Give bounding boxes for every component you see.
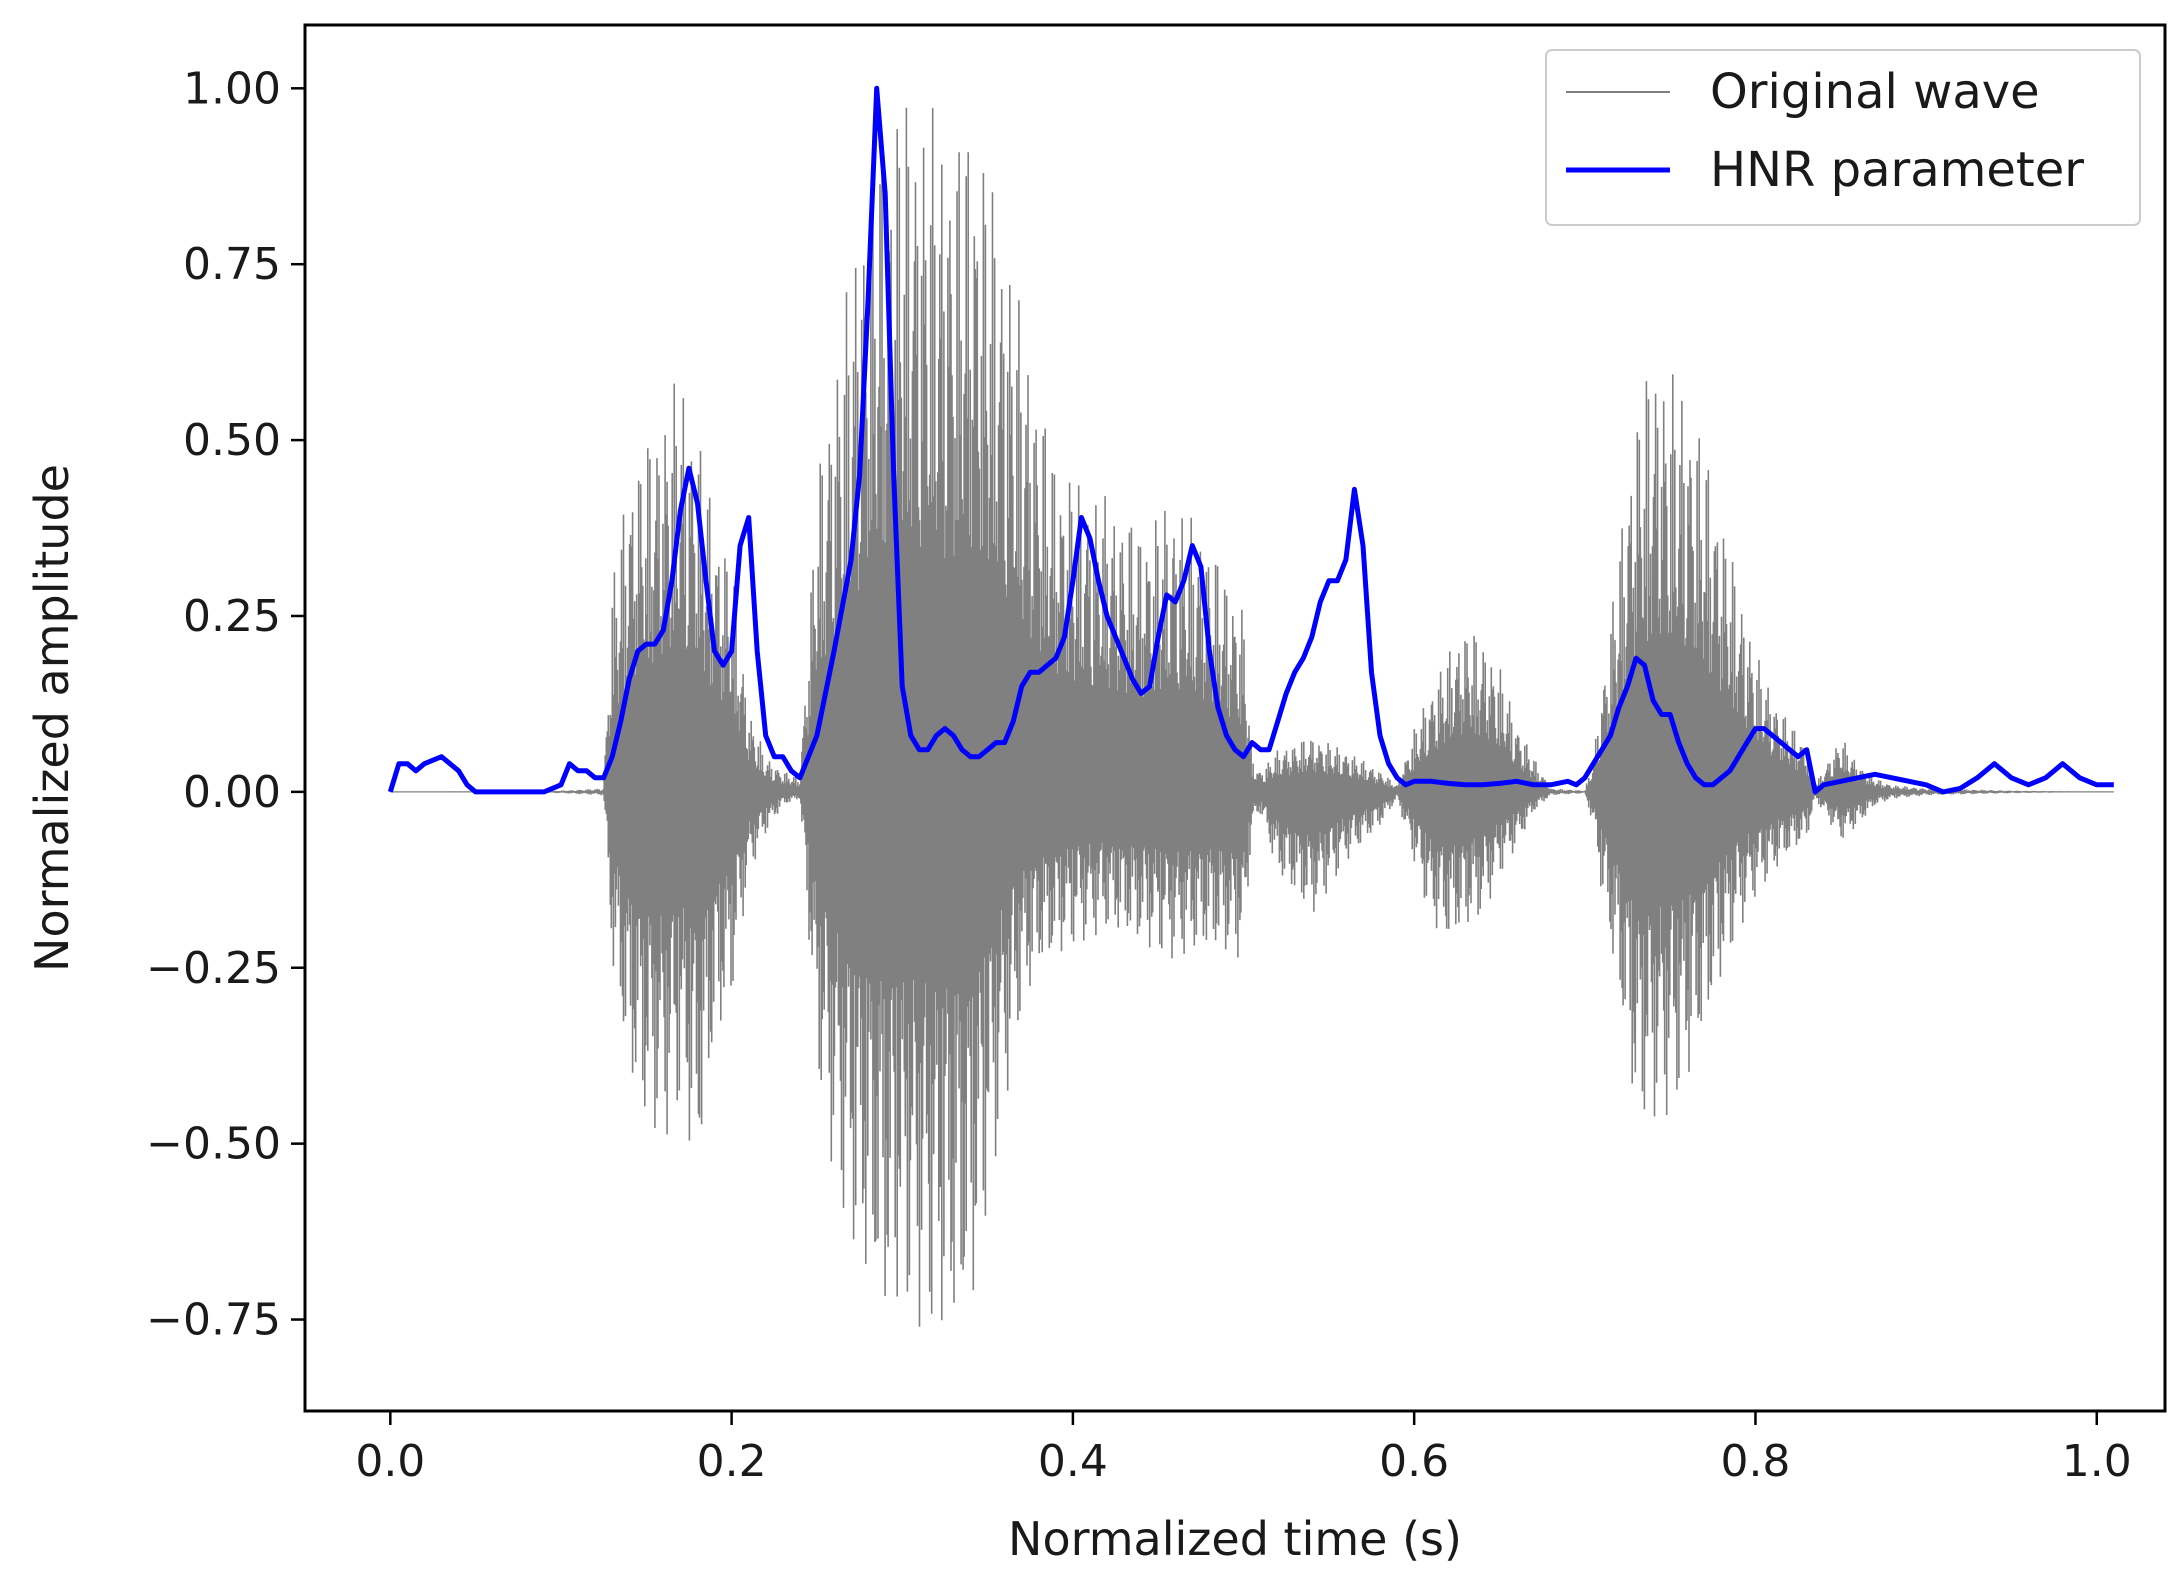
legend-frame	[1545, 49, 2141, 226]
hnr-parameter-line	[387, 85, 2114, 795]
x-tick-label: 0.8	[1720, 1436, 1790, 1487]
y-axis-title: Normalized amplitude	[25, 464, 79, 972]
y-tick-label: −0.50	[146, 1119, 281, 1170]
plot-frame	[303, 23, 2167, 1413]
y-tick-label: 0.50	[183, 415, 281, 466]
x-tick-label: 1.0	[2062, 1436, 2132, 1487]
y-tick-label: 0.75	[183, 239, 281, 290]
y-tick-label: −0.25	[146, 943, 281, 994]
x-tick-label: 0.4	[1038, 1436, 1108, 1487]
legend-label-hnr-parameter: HNR parameter	[1710, 142, 2084, 198]
y-tick-label: 0.00	[183, 767, 281, 818]
x-tick-label: 0.2	[697, 1436, 767, 1487]
x-tick-label: 0.6	[1379, 1436, 1449, 1487]
y-axis: 1.00 0.75 0.50 0.25 0.00 −0.25 −0.50 −0.75	[146, 63, 305, 1346]
x-axis-title: Normalized time (s)	[1008, 1512, 1462, 1566]
y-tick-label: 1.00	[183, 63, 281, 114]
legend-label-original-wave: Original wave	[1710, 64, 2040, 120]
hnr-parameter-series	[387, 85, 2114, 795]
y-tick-label: −0.75	[146, 1295, 281, 1346]
x-tick-label: 0.0	[355, 1436, 425, 1487]
legend: Original wave HNR parameter	[1545, 49, 2141, 226]
y-tick-label: 0.25	[183, 591, 281, 642]
x-axis: 0.0 0.2 0.4 0.6 0.8 1.0	[355, 1411, 2132, 1487]
